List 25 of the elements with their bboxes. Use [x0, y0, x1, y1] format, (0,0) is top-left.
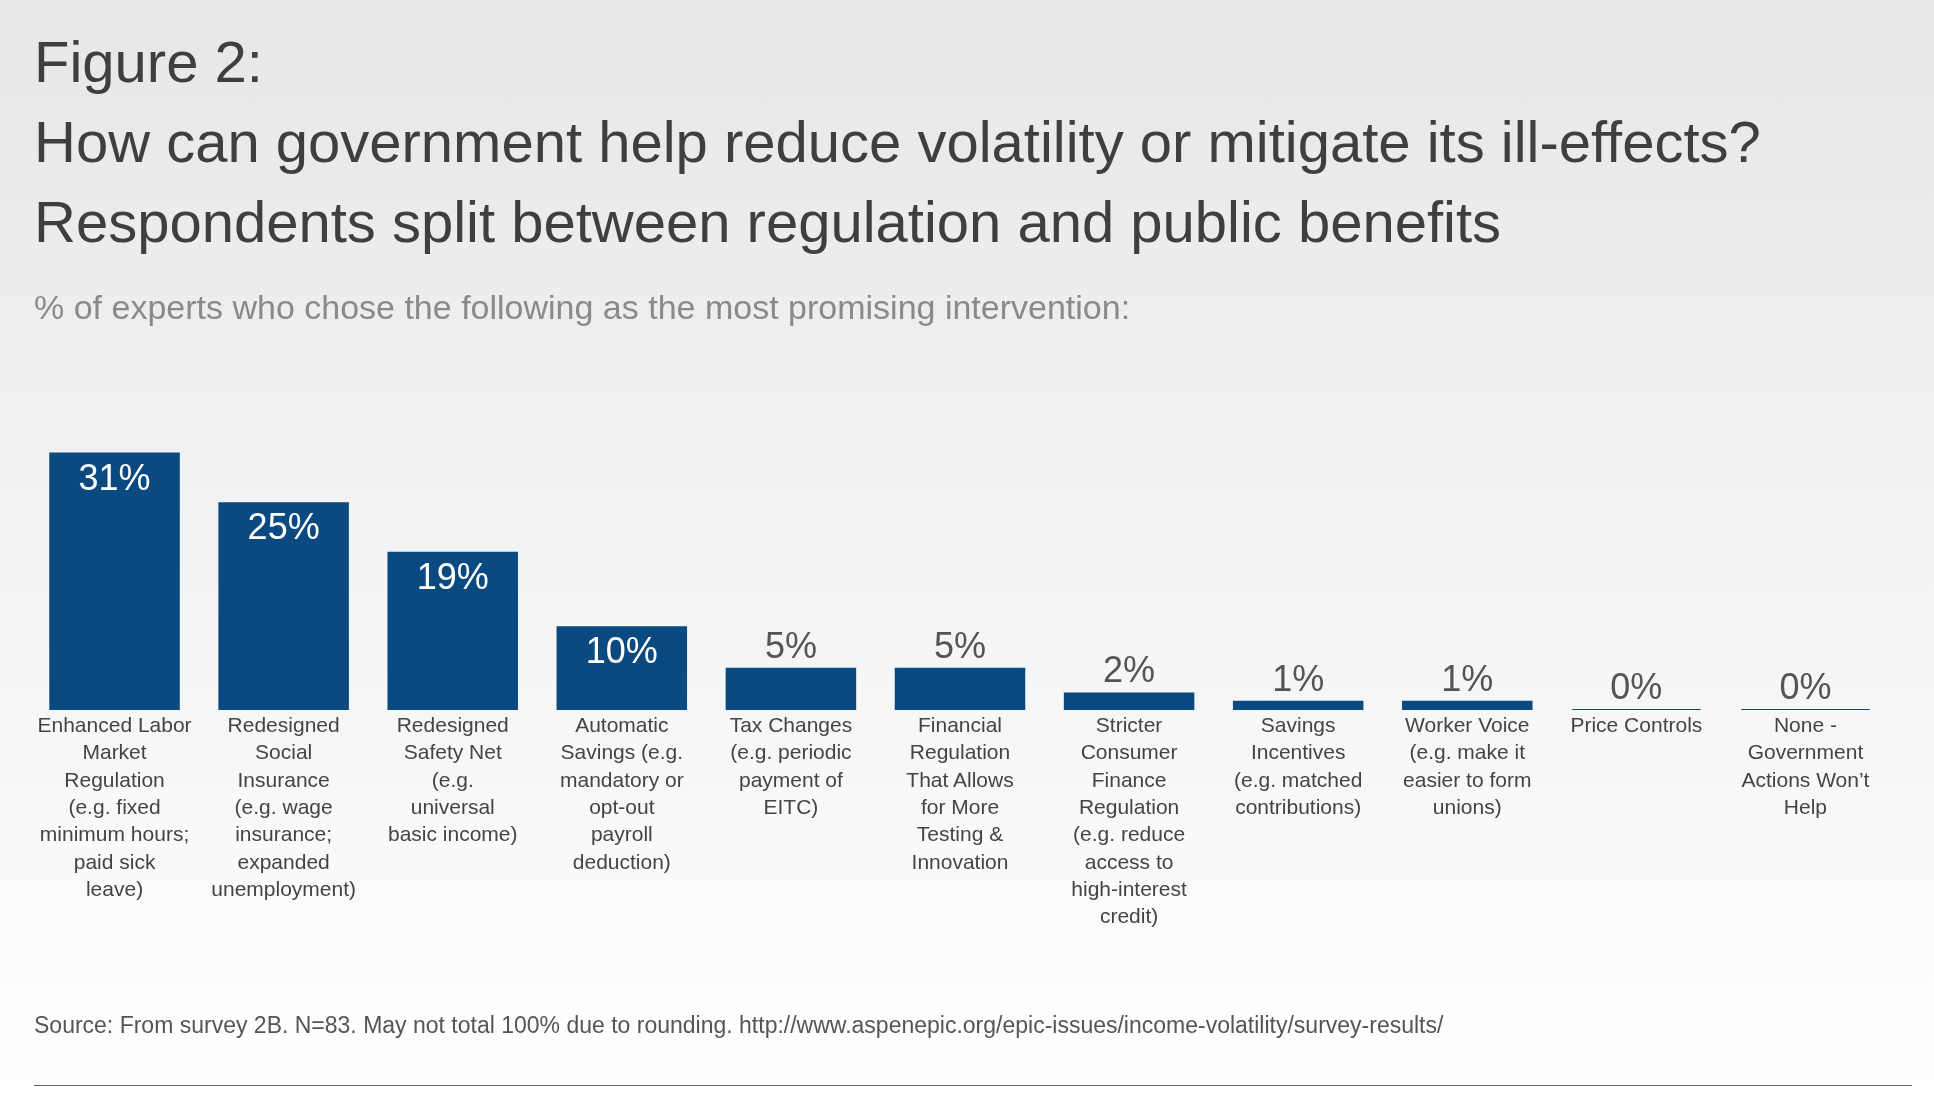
data-label: 5% — [764, 624, 817, 666]
x-tick-label: Automatic Savings (e.g. mandatory or opt-out payroll deduction) — [559, 713, 684, 873]
x-tick-label: None - Government Actions Won’t Help — [1741, 713, 1870, 818]
data-label: 1% — [1272, 657, 1325, 699]
data-label: 2% — [1103, 649, 1156, 691]
data-label: 5% — [933, 624, 987, 666]
x-tick-label: Worker Voice (e.g. make it easier to form unions) — [1403, 713, 1532, 818]
data-label: 0% — [1779, 666, 1832, 707]
x-tick-label: Tax Changes (e.g. periodic payment of EITC) — [729, 713, 853, 818]
x-tick-label: Savings Incentives (e.g. matched contributions) — [1233, 713, 1363, 818]
data-label: 31% — [78, 456, 151, 498]
x-tick-label: Enhanced Labor Market Regulation (e.g. fixed minimum hours; paid sick leave) — [37, 713, 192, 900]
data-label: 10% — [585, 630, 658, 672]
x-tick-label: Price Controls — [1570, 713, 1703, 736]
x-tick-label: Redesigned Safety Net (e.g. universal basic income) — [387, 713, 518, 846]
data-label: 0% — [1610, 666, 1663, 707]
chart-subtitle: % of experts who chose the following as the most promising intervention: — [34, 288, 1131, 327]
data-label: 19% — [416, 555, 489, 597]
data-label: 1% — [1441, 657, 1494, 699]
x-tick-label: Redesigned Social Insurance (e.g. wage insurance; expanded unemployment) — [211, 713, 357, 900]
x-tick-label: Financial Regulation That Allows for More Testing & Innovation — [906, 713, 1014, 873]
source-note: Source: From survey 2B. N=83. May not total 100% due to rounding. http://www.aspenepic.org/epic-issues/income-volatility/survey-results/ — [34, 1012, 1444, 1039]
data-label: 25% — [247, 506, 320, 548]
x-tick-label: Stricter Consumer Finance Regulation (e.g. reduce access to high-interest credit) — [1071, 713, 1188, 928]
chart-title: Figure 2: How can government help reduce volatility or mitigate its ill-effects? Respondents split between regulation and public benefits — [34, 28, 1761, 256]
